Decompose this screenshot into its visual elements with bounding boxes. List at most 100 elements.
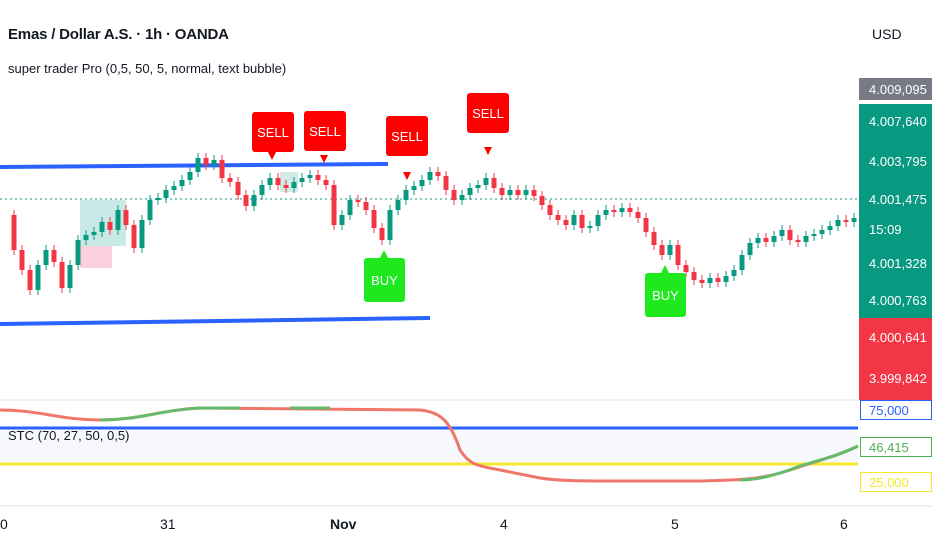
- candle-body: [555, 215, 561, 220]
- candle-body: [475, 185, 481, 188]
- time-label: 4: [500, 516, 508, 532]
- candle-body: [403, 190, 409, 200]
- candle-body: [395, 200, 401, 210]
- buy-signal: BUY: [645, 273, 686, 317]
- candle-body: [467, 188, 473, 195]
- candle-body: [307, 175, 313, 178]
- price-tag: 4.000,763: [859, 282, 932, 318]
- candle-body: [387, 210, 393, 240]
- candle-body: [251, 195, 257, 206]
- candle-body: [427, 172, 433, 180]
- candle-body: [771, 236, 777, 242]
- symbol-title[interactable]: Emas / Dollar A.S. · 1h · OANDA: [8, 26, 229, 43]
- candle-body: [787, 230, 793, 240]
- stc-band: [0, 428, 858, 464]
- candle-body: [371, 210, 377, 228]
- candle-body: [811, 234, 817, 236]
- currency-label[interactable]: USD: [872, 26, 902, 42]
- candle-body: [379, 228, 385, 240]
- indicator-label[interactable]: super trader Pro (0,5, 50, 5, normal, te…: [8, 61, 287, 76]
- candle-body: [299, 178, 305, 182]
- stc-line-green: [739, 444, 859, 482]
- candle-body: [291, 182, 297, 188]
- candle-body: [179, 180, 185, 186]
- candle-body: [739, 255, 745, 270]
- candle-body: [699, 280, 705, 283]
- stc-upper-value: 75,000: [860, 400, 932, 420]
- candle-body: [483, 178, 489, 185]
- lower-trendline: [0, 316, 431, 326]
- buy-pointer: [380, 250, 388, 258]
- candle-body: [587, 226, 593, 228]
- candle-body: [411, 186, 417, 190]
- candle-body: [539, 196, 545, 205]
- candle-body: [259, 185, 265, 195]
- candle-body: [451, 190, 457, 200]
- price-tag: 3.999,842: [859, 356, 932, 400]
- candle-body: [643, 218, 649, 232]
- stc-line-green: [99, 406, 240, 422]
- candle-body: [363, 202, 369, 210]
- price-tag: 4.001,328: [859, 244, 932, 282]
- candle-body: [235, 182, 241, 195]
- sell-signal: SELL: [467, 93, 509, 133]
- candle-body: [35, 265, 41, 290]
- candle-body: [163, 190, 169, 198]
- stc-current-value: 46,415: [860, 437, 932, 457]
- candle-body: [75, 240, 81, 265]
- candle-body: [59, 262, 65, 288]
- candle-body: [843, 220, 849, 222]
- candle-body: [19, 250, 25, 270]
- candle-body: [595, 215, 601, 226]
- stc-indicator-label[interactable]: STC (70, 27, 50, 0,5): [8, 428, 130, 443]
- candle-body: [731, 270, 737, 276]
- candle-body: [515, 190, 521, 195]
- candle-body: [195, 158, 201, 172]
- candle-body: [675, 245, 681, 265]
- candle-body: [635, 212, 641, 218]
- candle-body: [131, 225, 137, 248]
- candle-body: [611, 210, 617, 212]
- candle-body: [851, 218, 857, 222]
- zone-box-red: [80, 246, 112, 268]
- candle-body: [627, 208, 633, 212]
- candle-body: [779, 230, 785, 236]
- candle-body: [123, 210, 129, 225]
- time-label: 6: [840, 516, 848, 532]
- price-tag: 4.000,641: [859, 318, 932, 356]
- candle-body: [139, 220, 145, 248]
- stc-lower-value: 25,000: [860, 472, 932, 492]
- candle-body: [459, 195, 465, 200]
- candle-body: [267, 178, 273, 185]
- candle-body: [435, 172, 441, 176]
- candle-body: [531, 190, 537, 196]
- candle-body: [219, 160, 225, 178]
- candle-body: [835, 220, 841, 226]
- time-label: Nov: [330, 516, 357, 532]
- candle-body: [667, 245, 673, 255]
- candlestick-series: [11, 153, 857, 295]
- candle-body: [155, 198, 161, 200]
- price-tag-high: 4.009,095: [859, 78, 932, 100]
- candle-body: [523, 190, 529, 195]
- candle-body: [107, 222, 113, 230]
- sell-pointer: [320, 155, 328, 163]
- sell-signal: SELL: [386, 116, 428, 156]
- candle-body: [499, 188, 505, 195]
- candle-body: [571, 215, 577, 225]
- sell-pointer: [484, 147, 492, 155]
- candle-body: [211, 160, 217, 165]
- candle-body: [355, 200, 361, 202]
- candle-body: [203, 158, 209, 165]
- candle-body: [619, 208, 625, 212]
- candle-body: [763, 238, 769, 242]
- candle-body: [347, 200, 353, 215]
- price-tag: 4.007,640: [859, 104, 932, 138]
- candle-body: [723, 276, 729, 282]
- candle-body: [715, 278, 721, 282]
- sell-signal: SELL: [304, 111, 346, 151]
- candle-body: [171, 186, 177, 190]
- candle-body: [315, 175, 321, 180]
- candle-body: [795, 240, 801, 242]
